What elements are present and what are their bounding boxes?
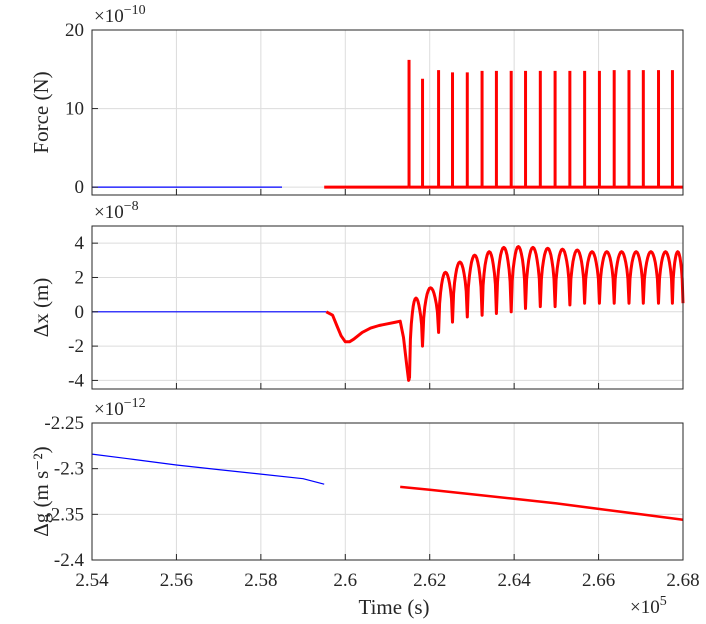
x-tick-label: 2.66: [582, 570, 615, 591]
y-axis-label: Δg (m s⁻²): [29, 446, 53, 536]
y-tick-label: -2.35: [44, 504, 84, 525]
y-tick-label: 0: [75, 302, 85, 323]
x-tick-label: 2.64: [498, 570, 532, 591]
x-multiplier-base: ×10: [630, 597, 660, 618]
axes-frame: [91, 225, 684, 390]
y-tick-label: 0: [75, 177, 85, 198]
y-multiplier-base: ×10: [94, 6, 124, 27]
x-tick-label: 2.58: [244, 570, 277, 591]
y-tick-label: -2.25: [44, 413, 84, 434]
y-tick-label: -2.4: [54, 550, 85, 571]
y-multiplier-base: ×10: [94, 202, 124, 223]
y-multiplier-exponent: −12: [124, 396, 146, 411]
x-tick-label: 2.56: [160, 570, 193, 591]
series-line: [400, 485, 684, 522]
plot-area: [92, 226, 683, 389]
y-tick-label: 4: [75, 233, 85, 254]
x-tick-label: 2.62: [413, 570, 446, 591]
y-axis-label: Force (N): [29, 71, 53, 153]
plot-area: [92, 30, 683, 195]
x-tick-label: 2.68: [666, 570, 699, 591]
series-2: [324, 59, 683, 189]
y-multiplier: ×10−12: [94, 396, 146, 420]
series-line: [91, 453, 325, 485]
x-tick-label: 2.54: [75, 570, 109, 591]
oscillation-arches: [408, 245, 685, 379]
x-multiplier-exponent: 5: [660, 594, 667, 609]
series-2: [400, 485, 684, 522]
series-1: [91, 453, 325, 485]
y-tick-label: -2: [68, 336, 84, 357]
y-multiplier-base: ×10: [94, 399, 124, 420]
axes-frame: [91, 422, 684, 561]
series-2: [325, 245, 685, 382]
x-multiplier: ×105: [630, 594, 667, 618]
y-tick-label: 2: [75, 267, 85, 288]
y-tick-label: -2.3: [54, 459, 84, 480]
x-tick-label: 2.6: [333, 570, 357, 591]
y-multiplier: ×10−10: [94, 3, 146, 27]
y-tick-label: -4: [68, 370, 84, 391]
x-axis-label: Time (s): [359, 595, 430, 619]
plot-area: [92, 423, 683, 560]
series-line: [325, 310, 411, 382]
panel-1: 0 10 20 ×10−10 Force (N): [29, 3, 684, 198]
y-tick-label: 20: [65, 20, 84, 41]
axes-frame: [91, 29, 684, 196]
y-multiplier-exponent: −8: [124, 199, 139, 214]
y-tick-label: 10: [65, 99, 84, 120]
y-multiplier-exponent: −10: [124, 3, 146, 18]
panel-2: -4 -2 0 2 4 ×10−8 Δx (m): [29, 199, 685, 391]
y-multiplier: ×10−8: [94, 199, 139, 223]
panel-3: -2.4 -2.35 -2.3 -2.25 2.54 2.56 2.58 2.6 2.62 2.6…: [29, 396, 700, 591]
y-axis-label: Δx (m): [29, 278, 53, 338]
